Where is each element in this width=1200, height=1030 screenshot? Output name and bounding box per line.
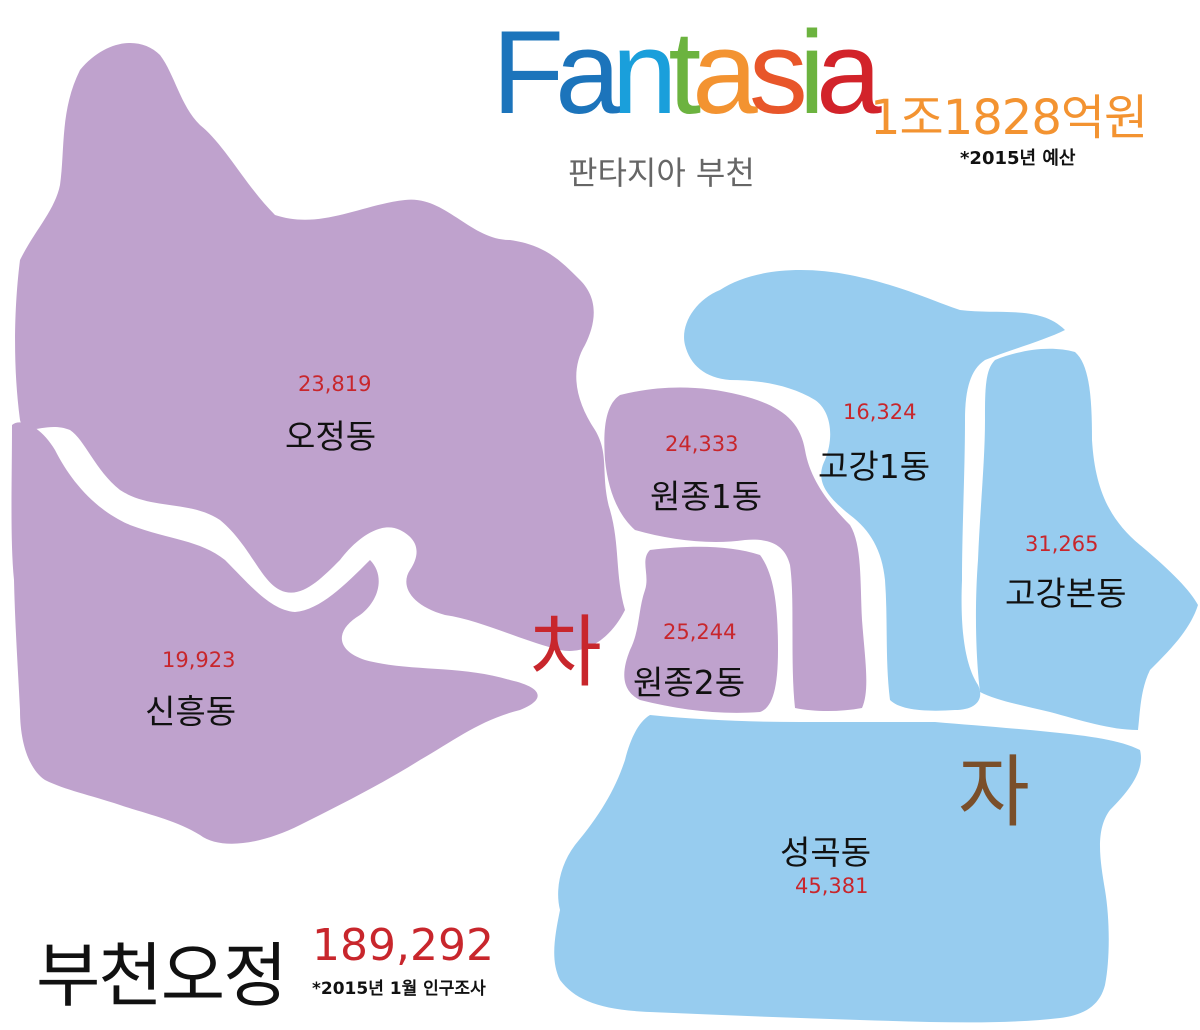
region-wonjong2[interactable]: [624, 546, 778, 713]
region-gogang1[interactable]: [684, 270, 1065, 711]
total-population: 189,292: [312, 920, 494, 971]
ojeong-population: 23,819: [298, 372, 372, 396]
wonjong2-population: 25,244: [663, 620, 737, 644]
logo-letter: i: [798, 7, 825, 139]
ojeong-label: 오정동: [285, 417, 377, 456]
gogangbon-population: 31,265: [1025, 532, 1099, 556]
logo-letter: F: [492, 7, 564, 139]
total-note: *2015년 1월 인구조사: [312, 979, 486, 999]
wonjong1-population: 24,333: [665, 432, 739, 456]
wonjong1-label: 원종1동: [650, 477, 763, 516]
budget-value: 1조1828억원: [870, 90, 1148, 146]
gogang1-label: 고강1동: [818, 447, 931, 486]
region-wonjong1[interactable]: [604, 387, 867, 712]
sinheung-label: 신흥동: [145, 692, 237, 731]
logo-letter: n: [611, 7, 678, 139]
sinheung-population: 19,923: [162, 648, 236, 672]
logo-letter: s: [748, 7, 808, 139]
logo-letter: t: [668, 7, 701, 139]
region-ojeong[interactable]: [15, 43, 626, 651]
region-seonggok[interactable]: [554, 715, 1141, 1023]
region-sinheung[interactable]: [11, 422, 538, 844]
seonggok-label: 성곡동: [780, 833, 872, 872]
purple-districts: [11, 43, 867, 844]
logo-letter: a: [555, 7, 621, 139]
seonggok-population: 45,381: [795, 874, 869, 898]
gogangbon-label: 고강본동: [1005, 574, 1127, 613]
budget-note: *2015년 예산: [960, 148, 1076, 169]
logo-subtitle: 판타지아 부천: [568, 154, 755, 192]
logo-letter: a: [692, 7, 758, 139]
wonjong2-label: 원종2동: [633, 663, 746, 702]
blue-districts: [554, 270, 1198, 1023]
ja-marker: 자: [958, 748, 1030, 838]
fantasia-logo: Fantasia: [492, 7, 882, 139]
cha-marker: 차: [530, 608, 602, 698]
page-title: 부천오정: [36, 935, 288, 1017]
gogang1-population: 16,324: [843, 400, 917, 424]
region-gogangbon[interactable]: [975, 348, 1198, 730]
logo-letter: a: [816, 7, 882, 139]
